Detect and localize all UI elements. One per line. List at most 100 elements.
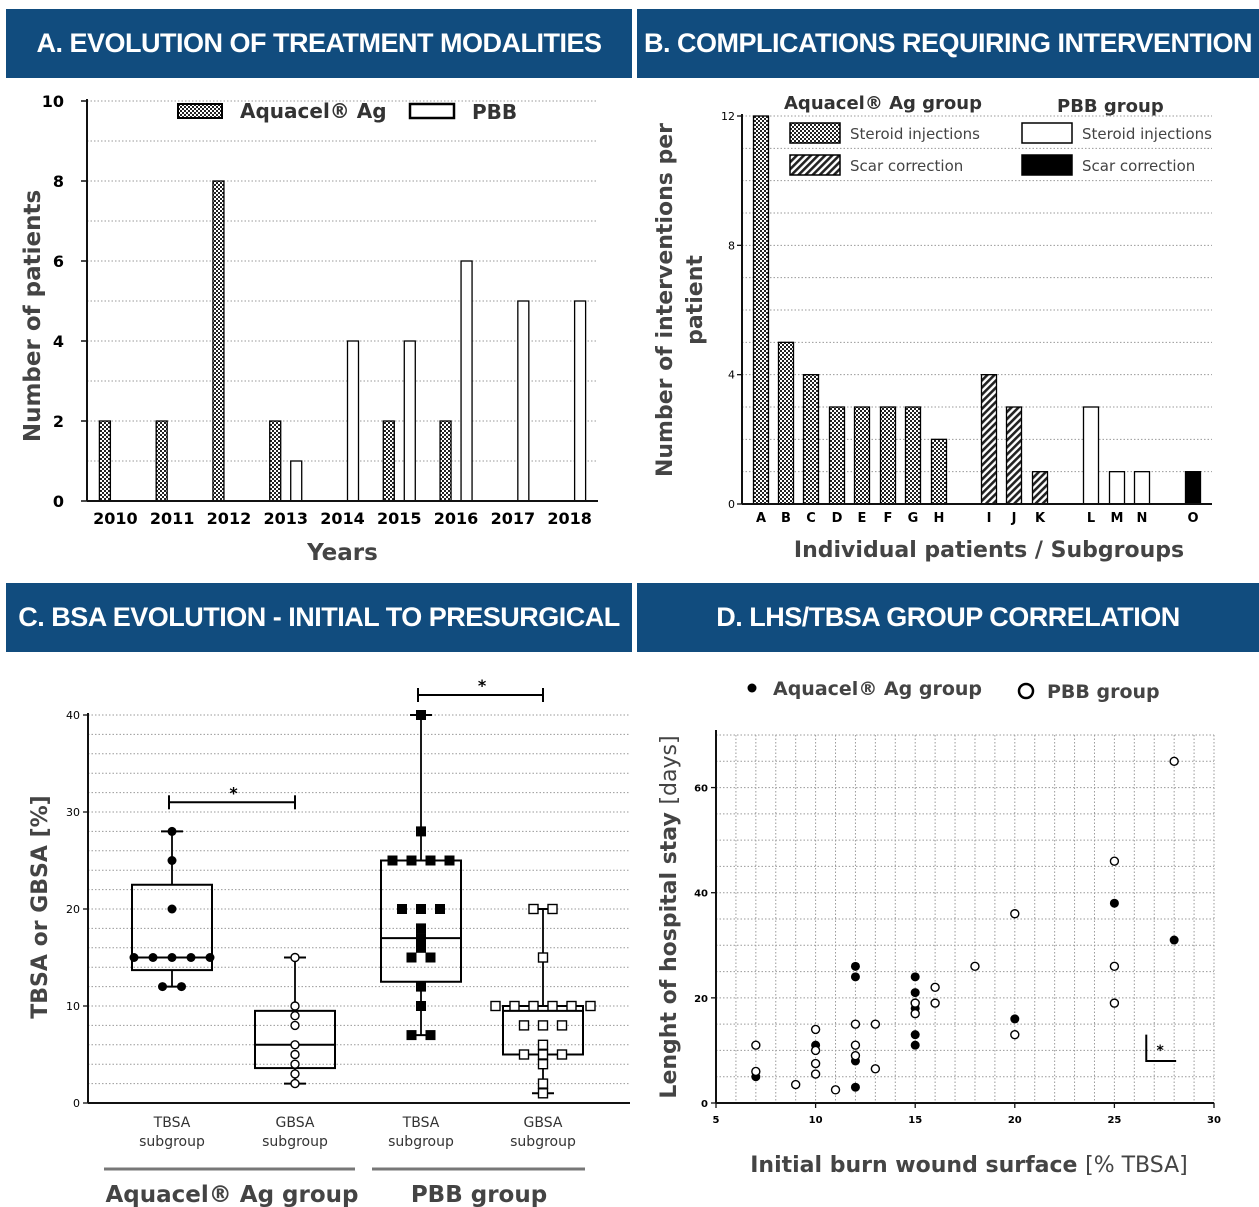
x-tick-label: 10 [809,1115,823,1126]
bar [853,406,871,505]
y-tick-label: 4 [728,369,735,382]
bar [1108,471,1126,505]
x-tick-label: subgroup [262,1134,328,1150]
bar [403,340,416,502]
legend-swatch [789,122,841,144]
bar [802,374,820,505]
data-point [537,1049,549,1060]
data-point [537,1039,549,1050]
data-point [425,1030,436,1041]
bar [1082,406,1100,505]
y-tick-label: 12 [721,110,735,123]
data-point [910,998,920,1008]
x-tick-label: GBSA [276,1115,315,1131]
legend-label-aquacel: Aquacel® Ag group [773,678,982,700]
annotation-marker: * [1157,1043,1165,1059]
legend-label-aquacel: Aquacel® Ag [240,99,387,123]
x-tick-label: C [806,511,816,526]
data-point [930,998,940,1008]
data-point [167,826,177,836]
bar [346,340,360,502]
bar [1031,471,1049,505]
y-tick-label: 20 [694,994,708,1005]
data-point [416,942,426,953]
panel-b-title: B. COMPLICATIONS REQUIRING INTERVENTION [637,9,1259,78]
x-tick-label: 2013 [263,509,308,528]
legend-swatch-pbb [408,102,456,120]
x-tick-label: F [884,511,893,526]
x-axis-label: Years [306,540,378,566]
chart-treatment-evolution: 2010 2011 2012 2013 2014 2015 2016 2017 2018 0 2 4 6… [20,92,598,566]
data-point [1010,909,1020,919]
data-point [290,1049,300,1060]
y-tick-label: 8 [728,239,735,252]
data-point [1010,1029,1020,1040]
chart-lhs-tbsa-correlation: 5 10 15 20 25 30 0 20 40 60 * Initial burn wound su… [657,678,1221,1178]
x-tick-label: A [756,511,766,526]
data-point [850,961,860,971]
legend-group-pbb: PBB group [1057,96,1164,117]
data-point [290,952,300,963]
y-tick-label: 10 [66,1000,80,1013]
x-tick-label: 2010 [93,509,138,528]
x-tick-label: L [1087,511,1095,526]
data-point [810,1024,821,1035]
bar [382,420,395,502]
x-tick-label: 2015 [377,509,422,528]
data-point [1109,961,1120,972]
legend-group-aquacel: Aquacel® Ag group [784,93,982,114]
data-point [528,1000,539,1012]
x-axis-unit: [% TBSA] [1085,1153,1188,1178]
x-axis-label-text: Initial burn wound surface [750,1153,1085,1178]
panel-c-title: C. BSA EVOLUTION - INITIAL TO PRESURGICA… [6,583,632,652]
data-point [290,1011,300,1021]
y-axis-label: Number of patients [20,190,46,442]
x-tick-label: 2016 [434,509,479,528]
significance-marker: * [229,783,238,802]
x-tick-label: H [934,511,945,526]
data-point [129,953,139,962]
x-tick-label: subgroup [510,1134,576,1150]
data-point [167,904,177,914]
x-tick-label: 2017 [491,509,536,528]
bar [980,374,998,505]
x-tick-label: GBSA [524,1115,563,1131]
data-point [930,982,940,993]
data-point [1010,1014,1020,1024]
data-point [850,1019,861,1029]
box [380,859,462,983]
legend-swatch [1021,122,1073,144]
data-point [910,1030,920,1040]
data-point [537,1020,549,1031]
y-axis-unit: [days] [657,735,682,804]
data-point [416,1001,426,1011]
x-tick-label: 2014 [320,509,365,528]
x-tick-label: J [1011,511,1017,526]
data-point [830,1085,841,1095]
y-axis-label: Lenght of hospital stay [days] [657,735,682,1098]
data-point [416,933,426,944]
data-point [177,982,186,992]
x-axis-label: Initial burn wound surface [% TBSA] [750,1153,1188,1178]
data-point [290,1040,300,1050]
data-point [416,981,426,992]
y-tick-label: 0 [53,492,64,511]
x-tick-label: 30 [1207,1115,1221,1126]
y-tick-label: 40 [66,709,80,722]
x-tick-label: 2018 [547,509,592,528]
bar [98,420,112,502]
data-point [167,953,177,962]
data-point [970,961,980,972]
data-point [850,972,860,982]
data-point [387,855,398,866]
bar [777,341,795,505]
data-point [850,1040,861,1050]
data-point [425,952,436,963]
data-point [547,1000,558,1012]
bar [212,180,225,502]
data-point [810,1069,821,1079]
data-point [910,988,920,998]
x-tick-label: G [908,511,919,526]
data-point [1169,935,1179,945]
bar [439,420,452,502]
